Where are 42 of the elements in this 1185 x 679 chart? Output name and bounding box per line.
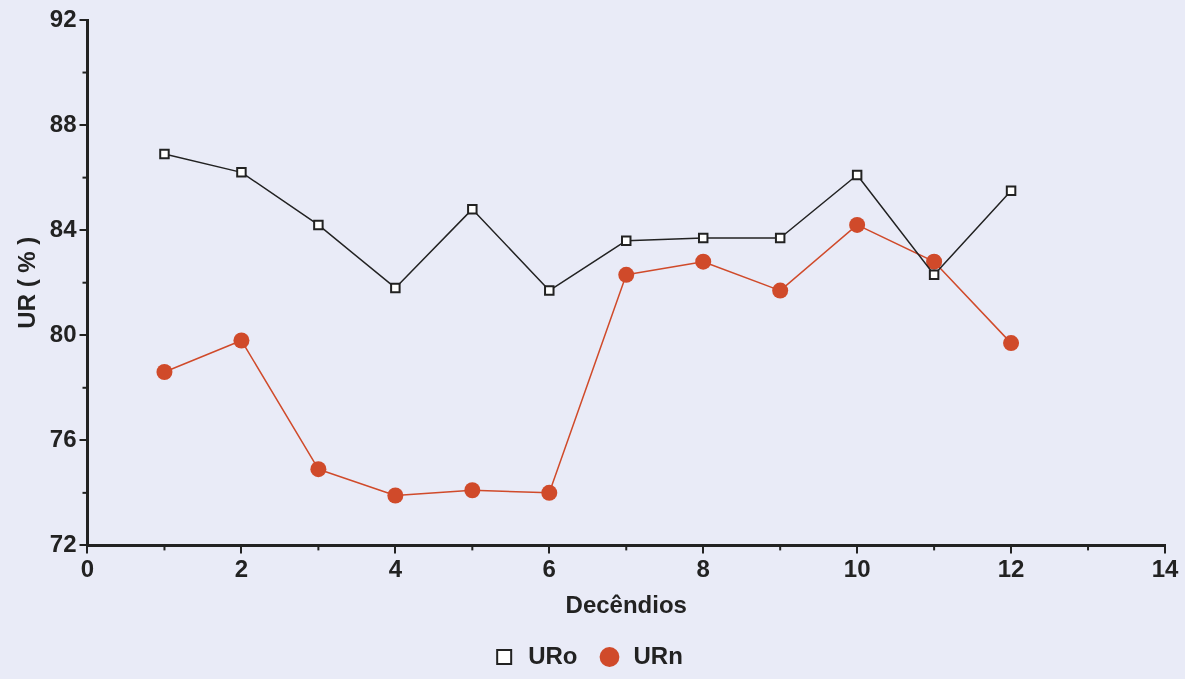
point [772,282,789,299]
point [621,235,632,246]
x-axis-title: Decêndios [565,591,687,619]
point [774,232,786,244]
point [159,148,170,160]
point [695,253,712,270]
point [541,484,558,501]
point [851,169,863,181]
x-tick-label: 12 [997,555,1025,583]
y-tick-label: 72 [49,530,77,558]
x-tick-label: 6 [542,555,556,583]
x-tick-label: 8 [696,555,710,583]
x-tick-label: 14 [1151,555,1179,583]
y-tick-label: 92 [49,4,77,32]
legend-label: URn [633,641,683,669]
point [928,269,940,281]
point [849,216,866,233]
point [1005,185,1017,196]
x-tick-label: 0 [80,555,95,583]
x-tick-label: 10 [843,555,871,583]
y-axis-title: UR ( % ) [13,236,41,329]
point [618,266,635,283]
point [464,482,481,499]
point [313,219,324,231]
point [467,203,478,215]
point [1003,335,1020,352]
point [310,461,327,478]
point [236,167,247,178]
point [390,282,401,294]
point [544,285,555,296]
point [697,232,709,244]
y-tick-label: 88 [49,109,77,137]
point [233,332,250,349]
point [926,253,943,270]
y-tick-label: 76 [49,424,77,452]
point [156,364,173,381]
legend-label: URo [528,641,578,669]
x-tick-label: 2 [234,555,249,583]
y-tick-label: 80 [49,319,77,347]
point [387,487,404,504]
y-tick-label: 84 [49,214,78,242]
x-tick-label: 4 [388,555,403,583]
